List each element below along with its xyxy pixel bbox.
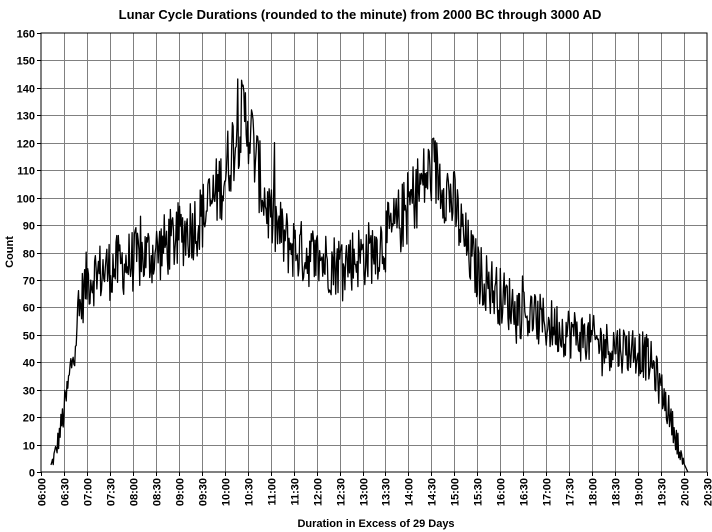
y-tick-label: 100 xyxy=(17,194,35,206)
y-tick-label: 140 xyxy=(17,84,35,96)
y-tick-label: 160 xyxy=(17,29,35,41)
y-tick-label: 10 xyxy=(23,441,35,453)
x-tick-label: 16:30 xyxy=(519,478,531,506)
y-tick-label: 110 xyxy=(17,166,35,178)
x-tick-label: 12:30 xyxy=(336,478,348,506)
y-axis-ticks: 0 10 20 30 40 50 60 70 80 90 100 110 120 130 140 150 160 xyxy=(17,29,41,480)
series-line-count xyxy=(50,78,689,473)
series-layer xyxy=(50,78,689,473)
x-tick-label: 14:00 xyxy=(404,478,416,506)
x-tick-label: 11:00 xyxy=(267,478,279,506)
y-tick-label: 40 xyxy=(23,358,35,370)
x-tick-label: 07:30 xyxy=(106,478,118,506)
chart-title: Lunar Cycle Durations (rounded to the mi… xyxy=(119,7,602,22)
y-tick-label: 120 xyxy=(17,139,35,151)
plot-frame xyxy=(40,32,708,473)
x-tick-label: 20:00 xyxy=(680,478,692,506)
x-tick-label: 11:30 xyxy=(290,478,302,506)
x-tick-label: 15:30 xyxy=(473,478,485,506)
x-tick-label: 09:00 xyxy=(175,478,187,506)
x-tick-label: 15:00 xyxy=(450,478,462,506)
x-tick-label: 19:00 xyxy=(634,478,646,506)
x-axis-label: Duration in Excess of 29 Days xyxy=(297,518,454,530)
y-tick-label: 70 xyxy=(23,276,35,288)
y-tick-label: 150 xyxy=(17,56,35,68)
x-tick-label: 07:00 xyxy=(83,478,95,506)
x-tick-label: 08:00 xyxy=(129,478,141,506)
y-tick-label: 0 xyxy=(29,468,35,480)
x-tick-label: 18:30 xyxy=(611,478,623,506)
y-tick-label: 20 xyxy=(23,413,35,425)
grid-lines xyxy=(41,33,707,472)
y-axis-label: Count xyxy=(4,236,16,268)
x-tick-label: 10:30 xyxy=(244,478,256,506)
y-tick-label: 50 xyxy=(23,331,35,343)
x-tick-label: 20:30 xyxy=(703,478,712,506)
x-tick-label: 09:30 xyxy=(198,478,210,506)
x-axis-ticks: 06:00 06:30 07:00 07:30 08:00 08:30 09:00 09:30… xyxy=(37,472,712,506)
x-tick-label: 16:00 xyxy=(496,478,508,506)
x-tick-label: 12:00 xyxy=(313,478,325,506)
x-tick-label: 13:00 xyxy=(359,478,371,506)
x-tick-label: 08:30 xyxy=(152,478,164,506)
y-tick-label: 90 xyxy=(23,221,35,233)
x-tick-label: 17:00 xyxy=(542,478,554,506)
x-tick-label: 18:00 xyxy=(588,478,600,506)
x-tick-label: 14:30 xyxy=(427,478,439,506)
x-tick-label: 17:30 xyxy=(565,478,577,506)
y-tick-label: 80 xyxy=(23,249,35,261)
x-tick-label: 06:00 xyxy=(37,478,49,506)
y-tick-label: 130 xyxy=(17,111,35,123)
x-tick-label: 10:00 xyxy=(221,478,233,506)
x-tick-label: 06:30 xyxy=(60,478,72,506)
x-tick-label: 13:30 xyxy=(381,478,393,506)
x-tick-label: 19:30 xyxy=(657,478,669,506)
y-tick-label: 30 xyxy=(23,386,35,398)
y-tick-label: 60 xyxy=(23,303,35,315)
